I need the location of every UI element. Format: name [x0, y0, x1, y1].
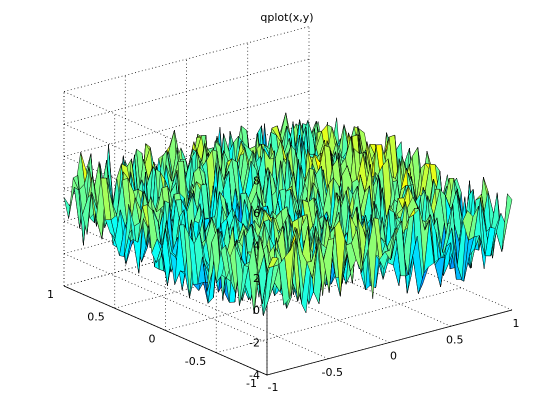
- x-tick-label: -1: [268, 381, 279, 394]
- surface-mesh: [63, 112, 513, 316]
- grid-line: [63, 26, 310, 92]
- surface-patch: [501, 193, 513, 252]
- z-tick-label: 4: [253, 239, 260, 252]
- z-tick-label: -4: [249, 369, 260, 382]
- y-tick-label: 0.5: [87, 310, 105, 323]
- x-tick-label: 0: [390, 350, 397, 363]
- z-tick-label: 6: [253, 207, 260, 220]
- x-axis-line: [266, 309, 513, 376]
- x-tick-label: 0.5: [446, 333, 464, 346]
- z-tick-label: 2: [253, 272, 260, 285]
- z-tick-label: 0: [253, 304, 260, 317]
- y-tick-label: -0.5: [185, 355, 206, 368]
- grid-line: [216, 287, 462, 354]
- z-tick-label: 8: [253, 175, 260, 188]
- axis-ticks: -4 -2 0 2 4 6 8 -1 -0.5 0 0.5 1 -0.5 0 0.5 1 -1: [47, 175, 520, 394]
- y-tick-label: 1: [47, 288, 54, 301]
- y-axis-line: [63, 285, 268, 376]
- grid-line: [63, 91, 310, 157]
- grid-line: [63, 58, 310, 125]
- x-tick-label: -0.5: [322, 366, 343, 379]
- z-tick-label: -2: [249, 337, 260, 350]
- y-tick-label: 0: [149, 333, 156, 346]
- chart-title: qplot(x,y): [260, 11, 313, 24]
- x-tick-label: 1: [513, 317, 520, 330]
- y-tick-label: -1: [246, 377, 257, 390]
